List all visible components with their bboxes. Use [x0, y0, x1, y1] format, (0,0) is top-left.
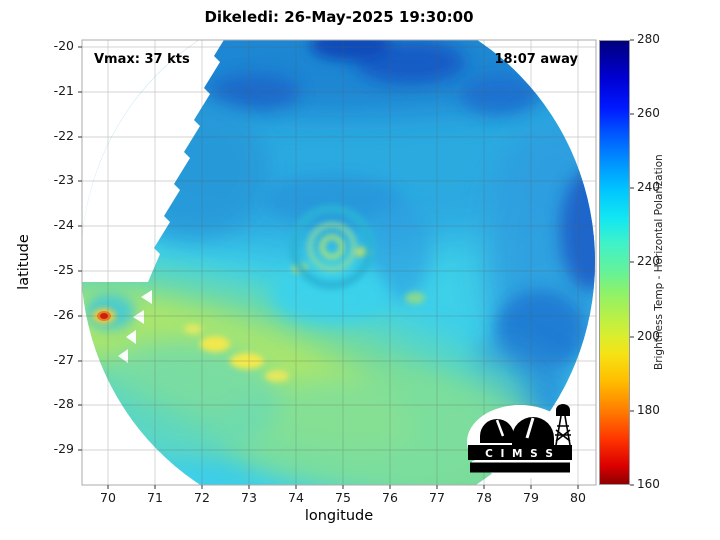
x-tick-label: 73 [241, 490, 257, 505]
y-tick-label: -23 [53, 172, 74, 187]
x-tick-label: 72 [194, 490, 210, 505]
y-tick-label: -27 [53, 352, 74, 367]
x-tick-label: 75 [335, 490, 351, 505]
x-tick-label: 74 [288, 490, 304, 505]
axis-tick-marks [78, 46, 579, 489]
colorbar-label: Brightness Temp - Horizontal Polarizatio… [653, 154, 665, 371]
y-tick-label: -28 [53, 396, 74, 411]
y-tick-label: -26 [53, 307, 74, 322]
colorbar-tick-label: 280 [637, 32, 660, 46]
colorbar-tick-marks [630, 39, 634, 486]
colorbar-tick-label: 200 [637, 329, 660, 343]
x-tick-label: 78 [476, 490, 492, 505]
scan-image [82, 40, 595, 485]
vmax-annotation: Vmax: 37 kts [94, 52, 190, 67]
y-axis-label: latitude [16, 234, 32, 290]
y-tick-label: -25 [53, 262, 74, 277]
x-tick-label: 79 [523, 490, 539, 505]
y-tick-label: -21 [53, 83, 74, 98]
colorbar-tick-label: 240 [637, 180, 660, 194]
y-tick-label: -24 [53, 217, 74, 232]
grid-lines [82, 40, 596, 485]
cimss-logo: C I M S S [467, 404, 573, 479]
colorbar-tick-label: 180 [637, 403, 660, 417]
x-tick-label: 76 [382, 490, 398, 505]
colorbar-tick-label: 260 [637, 106, 660, 120]
y-tick-label: -22 [53, 128, 74, 143]
x-tick-label: 70 [100, 490, 116, 505]
time-away-annotation: 18:07 away [494, 52, 578, 67]
x-tick-label: 80 [570, 490, 586, 505]
x-tick-label: 71 [147, 490, 163, 505]
y-tick-label: -20 [53, 38, 74, 53]
colorbar-tick-label: 160 [637, 477, 660, 491]
y-tick-label: -29 [53, 441, 74, 456]
plot-border [81, 39, 597, 486]
colorbar [599, 40, 630, 485]
colorbar-tick-label: 220 [637, 254, 660, 268]
observatory-dome-icon [512, 417, 554, 445]
x-axis-label: longitude [304, 508, 374, 524]
water-tower-icon [555, 415, 571, 446]
plot-area [82, 40, 595, 485]
cimss-logo-text: C I M S S [485, 448, 555, 460]
x-tick-label: 77 [429, 490, 445, 505]
observatory-dome-icon [480, 419, 514, 443]
chart-title: Dikeledi: 26-May-2025 19:30:00 [204, 8, 474, 26]
